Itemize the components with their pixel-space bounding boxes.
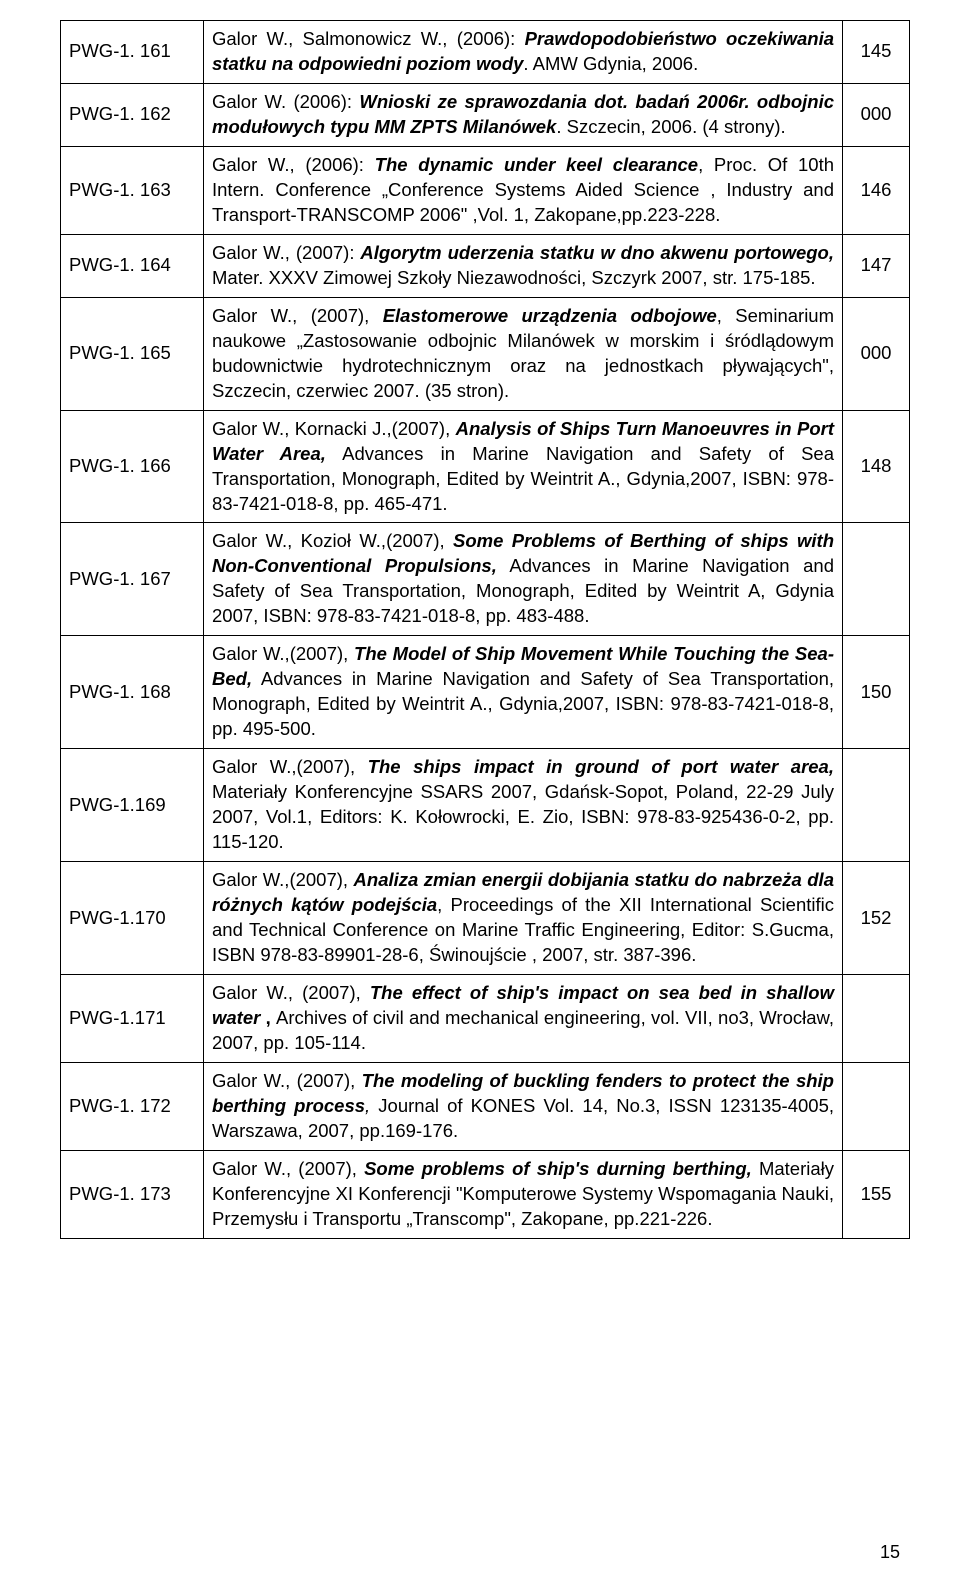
- table-body: PWG-1. 161Galor W., Salmonowicz W., (200…: [61, 21, 910, 1239]
- table-row: PWG-1. 161Galor W., Salmonowicz W., (200…: [61, 21, 910, 84]
- text-segment: Galor W., (2006):: [212, 154, 375, 175]
- text-segment: . Szczecin, 2006. (4 strony).: [556, 116, 785, 137]
- row-number: 000: [843, 297, 910, 410]
- row-id: PWG-1. 173: [61, 1150, 204, 1238]
- text-segment: Elastomerowe urządzenia odbojowe: [383, 305, 717, 326]
- text-segment: Galor W., (2007),: [212, 982, 370, 1003]
- row-number: [843, 523, 910, 636]
- text-segment: Galor W., (2007),: [212, 1070, 362, 1091]
- table-row: PWG-1. 166Galor W., Kornacki J.,(2007), …: [61, 410, 910, 523]
- text-segment: Galor W.,(2007),: [212, 643, 354, 664]
- text-segment: Galor W. (2006):: [212, 91, 359, 112]
- row-id: PWG-1. 161: [61, 21, 204, 84]
- table-row: PWG-1.169Galor W.,(2007), The ships impa…: [61, 749, 910, 862]
- text-segment: Galor W., (2007),: [212, 1158, 364, 1179]
- row-id: PWG-1. 168: [61, 636, 204, 749]
- row-number: [843, 749, 910, 862]
- text-segment: Galor W.,(2007),: [212, 756, 368, 777]
- text-segment: Archives of civil and mechanical enginee…: [212, 1007, 834, 1053]
- text-segment: Galor W., (2007):: [212, 242, 360, 263]
- row-description: Galor W., (2007), The effect of ship's i…: [204, 974, 843, 1062]
- row-description: Galor W.,(2007), The Model of Ship Movem…: [204, 636, 843, 749]
- table-row: PWG-1. 163Galor W., (2006): The dynamic …: [61, 146, 910, 234]
- row-description: Galor W.,(2007), Analiza zmian energii d…: [204, 862, 843, 975]
- row-number: 000: [843, 83, 910, 146]
- row-id: PWG-1. 162: [61, 83, 204, 146]
- text-segment: ,: [260, 1007, 276, 1028]
- table-row: PWG-1. 173Galor W., (2007), Some problem…: [61, 1150, 910, 1238]
- page-number: 15: [880, 1542, 900, 1563]
- row-number: [843, 1062, 910, 1150]
- text-segment: Some problems of ship's durning berthing…: [364, 1158, 752, 1179]
- row-description: Galor W., Kozioł W.,(2007), Some Problem…: [204, 523, 843, 636]
- row-description: Galor W., (2007): Algorytm uderzenia sta…: [204, 234, 843, 297]
- page-container: PWG-1. 161Galor W., Salmonowicz W., (200…: [0, 0, 960, 1583]
- row-number: 147: [843, 234, 910, 297]
- row-id: PWG-1.171: [61, 974, 204, 1062]
- row-id: PWG-1. 166: [61, 410, 204, 523]
- text-segment: ,: [365, 1095, 378, 1116]
- row-number: [843, 974, 910, 1062]
- row-description: Galor W., (2007), Elastomerowe urządzeni…: [204, 297, 843, 410]
- row-description: Galor W., Kornacki J.,(2007), Analysis o…: [204, 410, 843, 523]
- table-row: PWG-1. 167Galor W., Kozioł W.,(2007), So…: [61, 523, 910, 636]
- text-segment: Galor W., Kornacki J.,(2007),: [212, 418, 456, 439]
- row-description: Galor W., Salmonowicz W., (2006): Prawdo…: [204, 21, 843, 84]
- text-segment: Advances in Marine Navigation and Safety…: [212, 668, 834, 739]
- row-id: PWG-1. 167: [61, 523, 204, 636]
- text-segment: Galor W., Kozioł W.,(2007),: [212, 530, 453, 551]
- text-segment: Galor W., Salmonowicz W., (2006):: [212, 28, 525, 49]
- row-number: 155: [843, 1150, 910, 1238]
- row-description: Galor W., (2007), The modeling of buckli…: [204, 1062, 843, 1150]
- row-id: PWG-1.170: [61, 862, 204, 975]
- row-id: PWG-1. 164: [61, 234, 204, 297]
- row-description: Galor W., (2007), Some problems of ship'…: [204, 1150, 843, 1238]
- table-row: PWG-1.171Galor W., (2007), The effect of…: [61, 974, 910, 1062]
- table-row: PWG-1. 168Galor W.,(2007), The Model of …: [61, 636, 910, 749]
- text-segment: Galor W.,(2007),: [212, 869, 354, 890]
- text-segment: . AMW Gdynia, 2006.: [523, 53, 698, 74]
- table-row: PWG-1. 162Galor W. (2006): Wnioski ze sp…: [61, 83, 910, 146]
- text-segment: The dynamic under keel clearance: [375, 154, 698, 175]
- text-segment: Mater. XXXV Zimowej Szkoły Niezawodności…: [212, 267, 816, 288]
- row-number: 152: [843, 862, 910, 975]
- table-row: PWG-1. 165Galor W., (2007), Elastomerowe…: [61, 297, 910, 410]
- row-number: 148: [843, 410, 910, 523]
- row-id: PWG-1. 172: [61, 1062, 204, 1150]
- text-segment: Materiały Konferencyjne SSARS 2007, Gdań…: [212, 781, 834, 852]
- table-row: PWG-1. 164Galor W., (2007): Algorytm ude…: [61, 234, 910, 297]
- row-id: PWG-1. 165: [61, 297, 204, 410]
- row-id: PWG-1. 163: [61, 146, 204, 234]
- table-row: PWG-1. 172Galor W., (2007), The modeling…: [61, 1062, 910, 1150]
- text-segment: Galor W., (2007),: [212, 305, 383, 326]
- row-number: 146: [843, 146, 910, 234]
- table-row: PWG-1.170Galor W.,(2007), Analiza zmian …: [61, 862, 910, 975]
- publications-table: PWG-1. 161Galor W., Salmonowicz W., (200…: [60, 20, 910, 1239]
- row-id: PWG-1.169: [61, 749, 204, 862]
- text-segment: Algorytm uderzenia statku w dno akwenu p…: [360, 242, 834, 263]
- row-description: Galor W., (2006): The dynamic under keel…: [204, 146, 843, 234]
- row-number: 150: [843, 636, 910, 749]
- row-description: Galor W.,(2007), The ships impact in gro…: [204, 749, 843, 862]
- text-segment: The ships impact in ground of port water…: [368, 756, 834, 777]
- row-number: 145: [843, 21, 910, 84]
- row-description: Galor W. (2006): Wnioski ze sprawozdania…: [204, 83, 843, 146]
